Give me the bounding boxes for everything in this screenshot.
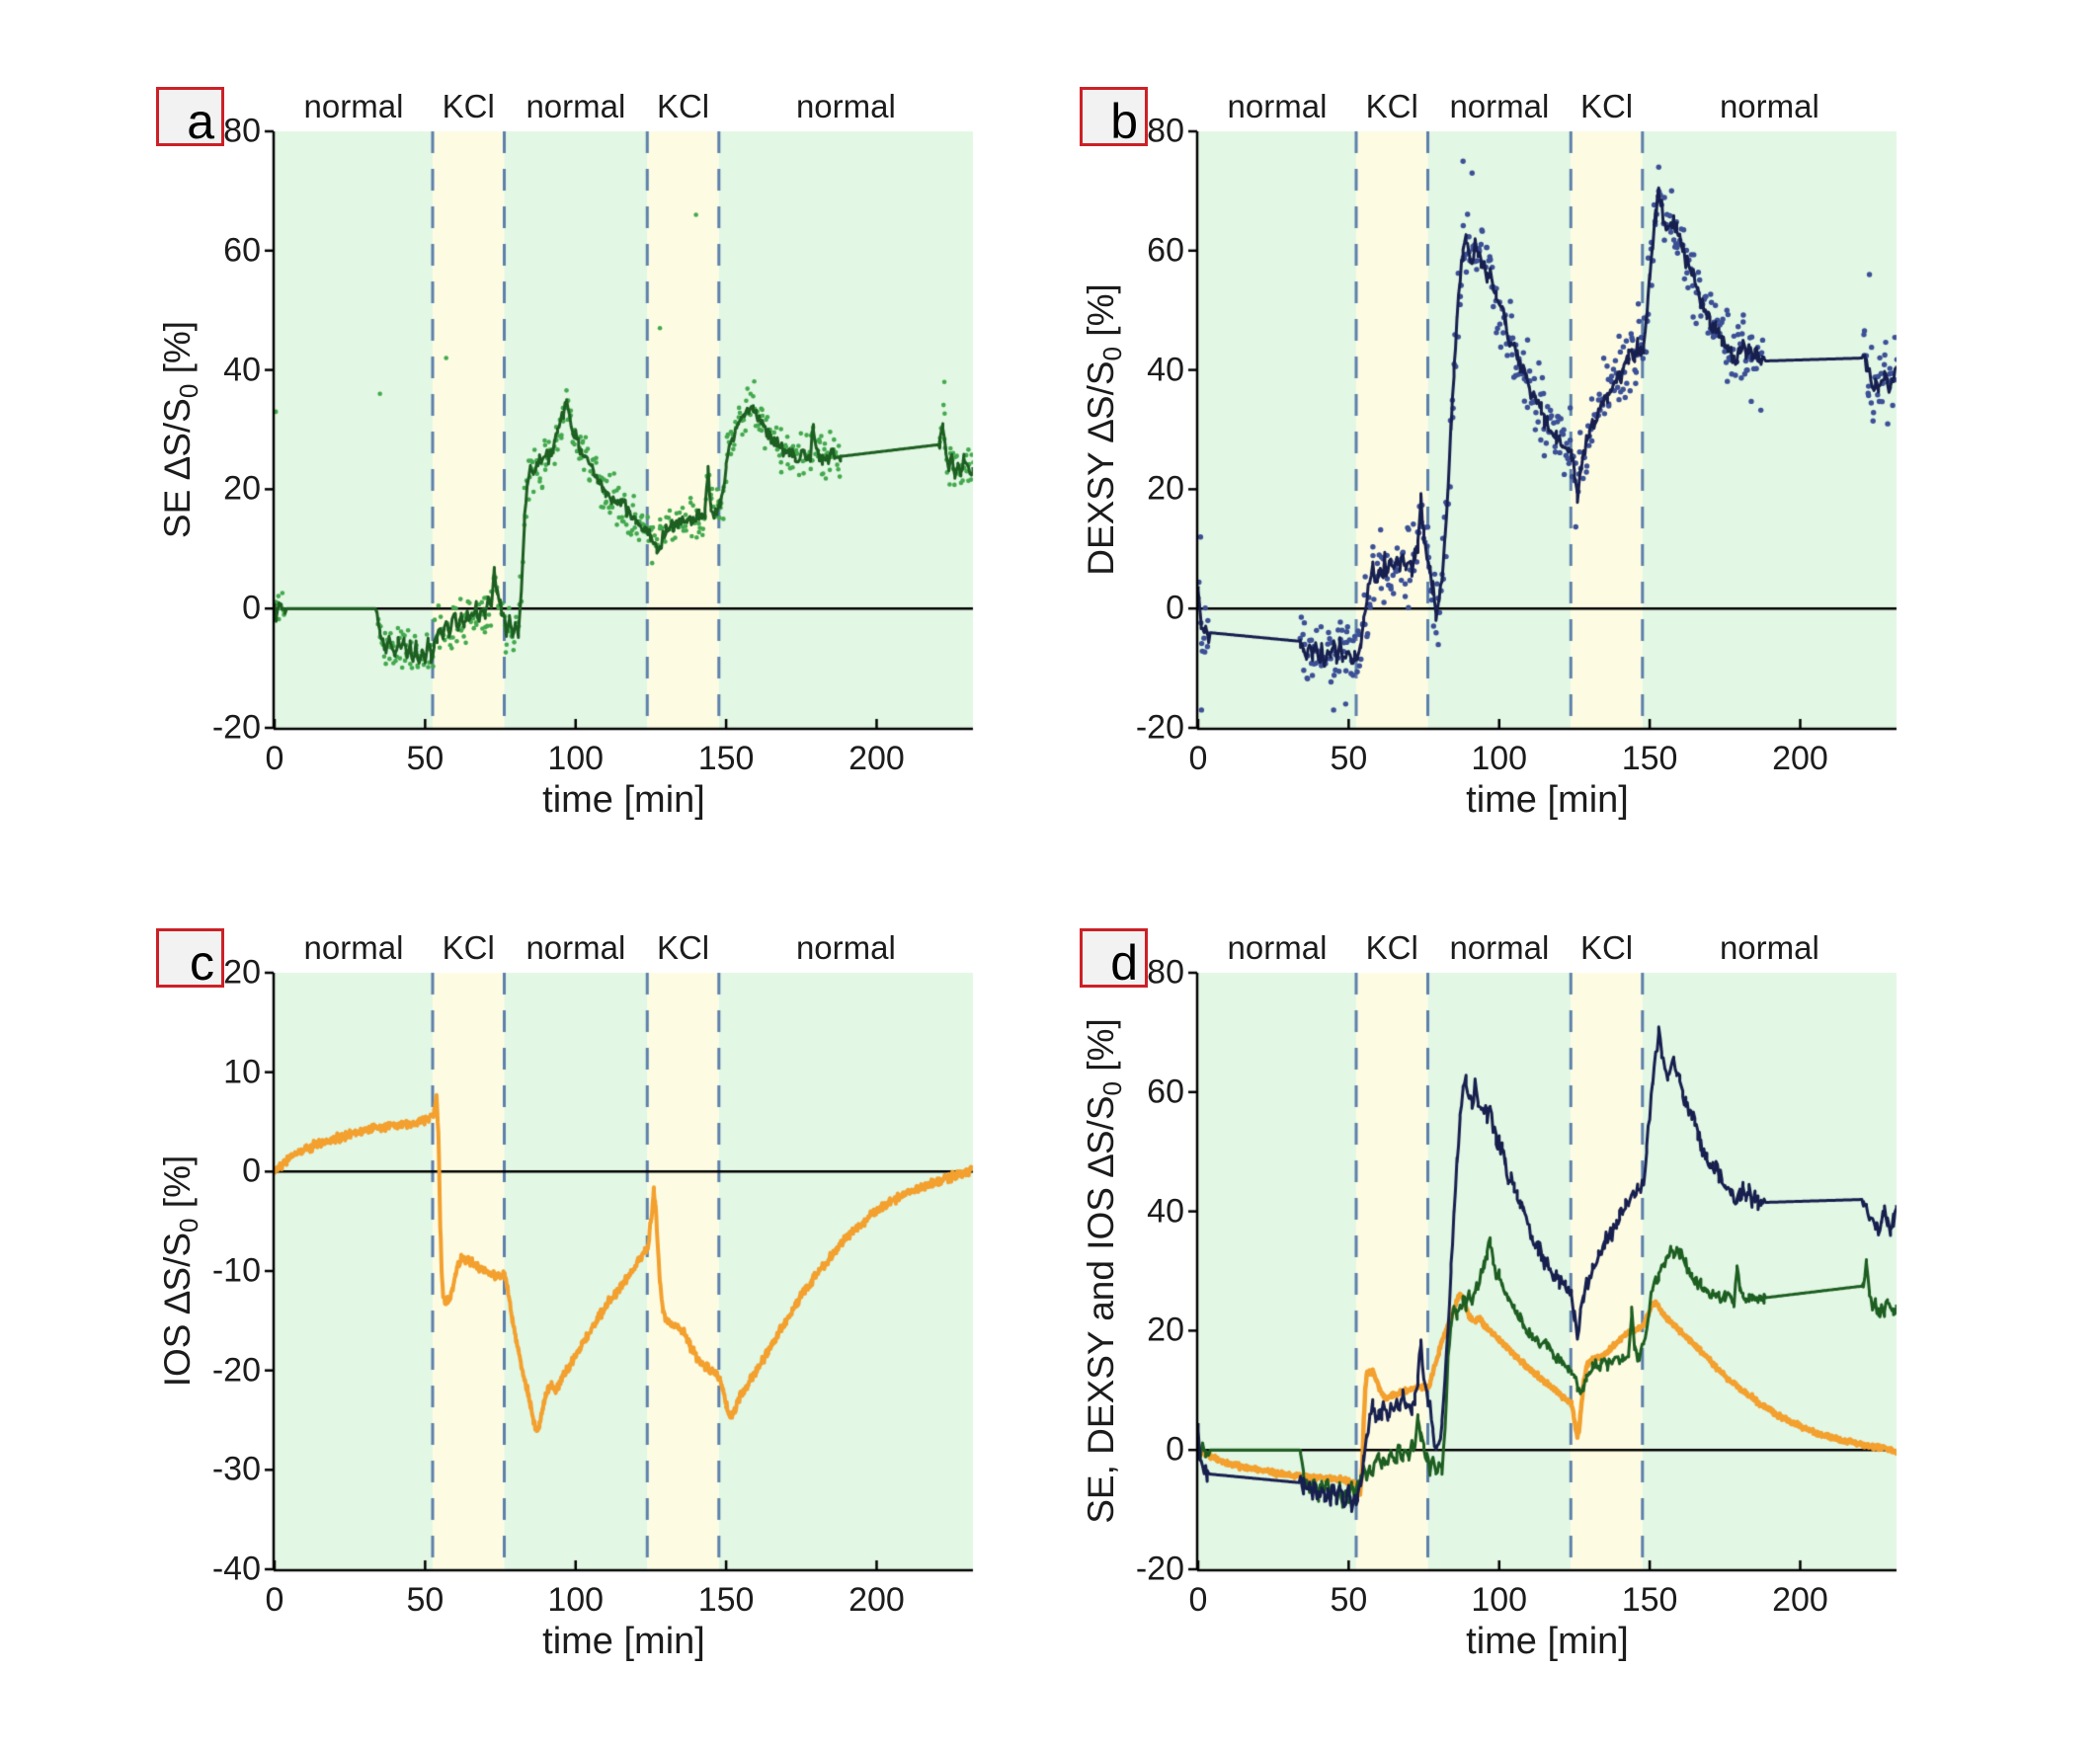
y-tick-label: 80 [223,112,261,150]
y-axis-label: DEXSY ∆S/S0 [%] [1081,283,1128,576]
x-tick-label: 200 [848,1581,905,1619]
x-tick-label: 150 [1621,740,1678,777]
x-tick-label: 0 [1188,1581,1208,1619]
condition-label-normal: normal [795,929,896,966]
panel-letter-box: a [156,87,224,146]
y-tick-label: 20 [1147,469,1184,508]
x-tick-label: 50 [406,1581,444,1619]
panel-letter: a [187,94,214,149]
y-tick-label: 0 [242,1152,261,1190]
y-axis-label-subscript: 0 [174,1218,204,1233]
x-tick-label: 0 [265,1581,284,1619]
y-tick-label: -20 [211,708,261,747]
y-tick-label: 0 [1166,1430,1184,1469]
y-tick-label: -20 [211,1351,261,1390]
condition-label-kcl: KCl [1579,929,1634,966]
x-tick-label: 150 [697,1581,755,1619]
condition-label-normal: normal [1227,88,1328,124]
condition-label-normal: normal [795,88,896,124]
y-tick-label: 20 [1147,1311,1184,1349]
x-tick-label: 0 [265,740,284,777]
y-tick-label: 80 [1147,112,1184,150]
y-tick-label: -40 [211,1550,261,1588]
y-axis-label-unit: [%] [156,320,198,384]
panel-letter-box: c [156,928,224,988]
condition-label-kcl: KCl [656,929,710,966]
y-tick-label: 20 [223,469,261,508]
condition-label-normal: normal [1449,88,1550,124]
x-tick-label: 50 [1330,1581,1368,1619]
x-tick-label: 150 [697,740,755,777]
y-tick-label: 40 [223,351,261,389]
x-axis-label: time [min] [1466,779,1629,821]
condition-label-normal: normal [1719,929,1819,966]
y-axis-label-main: SE, DEXSY and IOS ∆S/S [1080,1095,1121,1524]
condition-label-normal: normal [303,929,404,966]
condition-label-kcl: KCl [442,929,495,966]
y-axis-label-subscript: 0 [1097,1081,1128,1096]
y-tick-label: 0 [1166,589,1184,627]
x-tick-label: 200 [1772,1581,1828,1619]
y-tick-label: 60 [1147,231,1184,270]
panel-letter: b [1110,94,1138,149]
y-axis-label-unit: [%] [1080,283,1121,347]
x-tick-label: 100 [1471,740,1528,777]
x-tick-label: 100 [547,740,605,777]
condition-label-kcl: KCl [656,88,710,124]
panel-letter: d [1110,935,1138,991]
y-axis-label: SE, DEXSY and IOS ∆S/S0 [%] [1081,1018,1128,1524]
condition-label-kcl: KCl [1365,929,1418,966]
y-tick-label: 60 [223,231,261,270]
y-axis-label-subscript: 0 [174,383,204,399]
condition-label-kcl: KCl [1365,88,1418,124]
condition-label-normal: normal [525,88,626,124]
condition-label-normal: normal [525,929,626,966]
x-axis-label: time [min] [542,1621,705,1662]
y-tick-label: -20 [1135,1550,1184,1588]
x-tick-label: 150 [1621,1581,1678,1619]
x-tick-label: 50 [1330,740,1368,777]
panel-letter-box: b [1080,87,1148,146]
y-axis-label-main: DEXSY ∆S/S [1080,360,1121,576]
x-tick-label: 200 [1772,740,1828,777]
y-axis-label: SE ∆S/S0 [%] [157,321,204,538]
y-axis-label-unit: [%] [1080,1018,1121,1081]
x-tick-label: 100 [1471,1581,1528,1619]
y-tick-label: -20 [1135,708,1184,747]
x-tick-label: 0 [1188,740,1208,777]
x-axis-label: time [min] [542,779,705,821]
panel-letter: c [190,935,214,991]
condition-label-kcl: KCl [442,88,495,124]
y-tick-label: -10 [211,1251,261,1290]
condition-label-normal: normal [303,88,404,124]
y-axis-label-unit: [%] [156,1154,198,1219]
y-axis-label-main: IOS ∆S/S [156,1232,198,1388]
y-tick-label: 40 [1147,351,1184,389]
y-tick-label: 60 [1147,1073,1184,1111]
y-axis-label-main: SE ∆S/S [156,398,198,539]
y-tick-label: -30 [211,1450,261,1488]
x-axis-label: time [min] [1466,1621,1629,1662]
y-tick-label: 0 [242,589,261,627]
y-axis-label: IOS ∆S/S0 [%] [157,1155,204,1388]
x-tick-label: 200 [848,740,905,777]
condition-label-normal: normal [1227,929,1328,966]
condition-label-normal: normal [1719,88,1819,124]
y-axis-label-subscript: 0 [1097,346,1128,361]
x-tick-label: 100 [547,1581,605,1619]
y-tick-label: 40 [1147,1192,1184,1231]
y-tick-label: 10 [223,1053,261,1091]
y-tick-label: 80 [1147,953,1184,992]
panel-letter-box: d [1080,928,1148,988]
condition-label-normal: normal [1449,929,1550,966]
condition-label-kcl: KCl [1579,88,1634,124]
y-tick-label: 20 [223,953,261,992]
x-tick-label: 50 [406,740,444,777]
